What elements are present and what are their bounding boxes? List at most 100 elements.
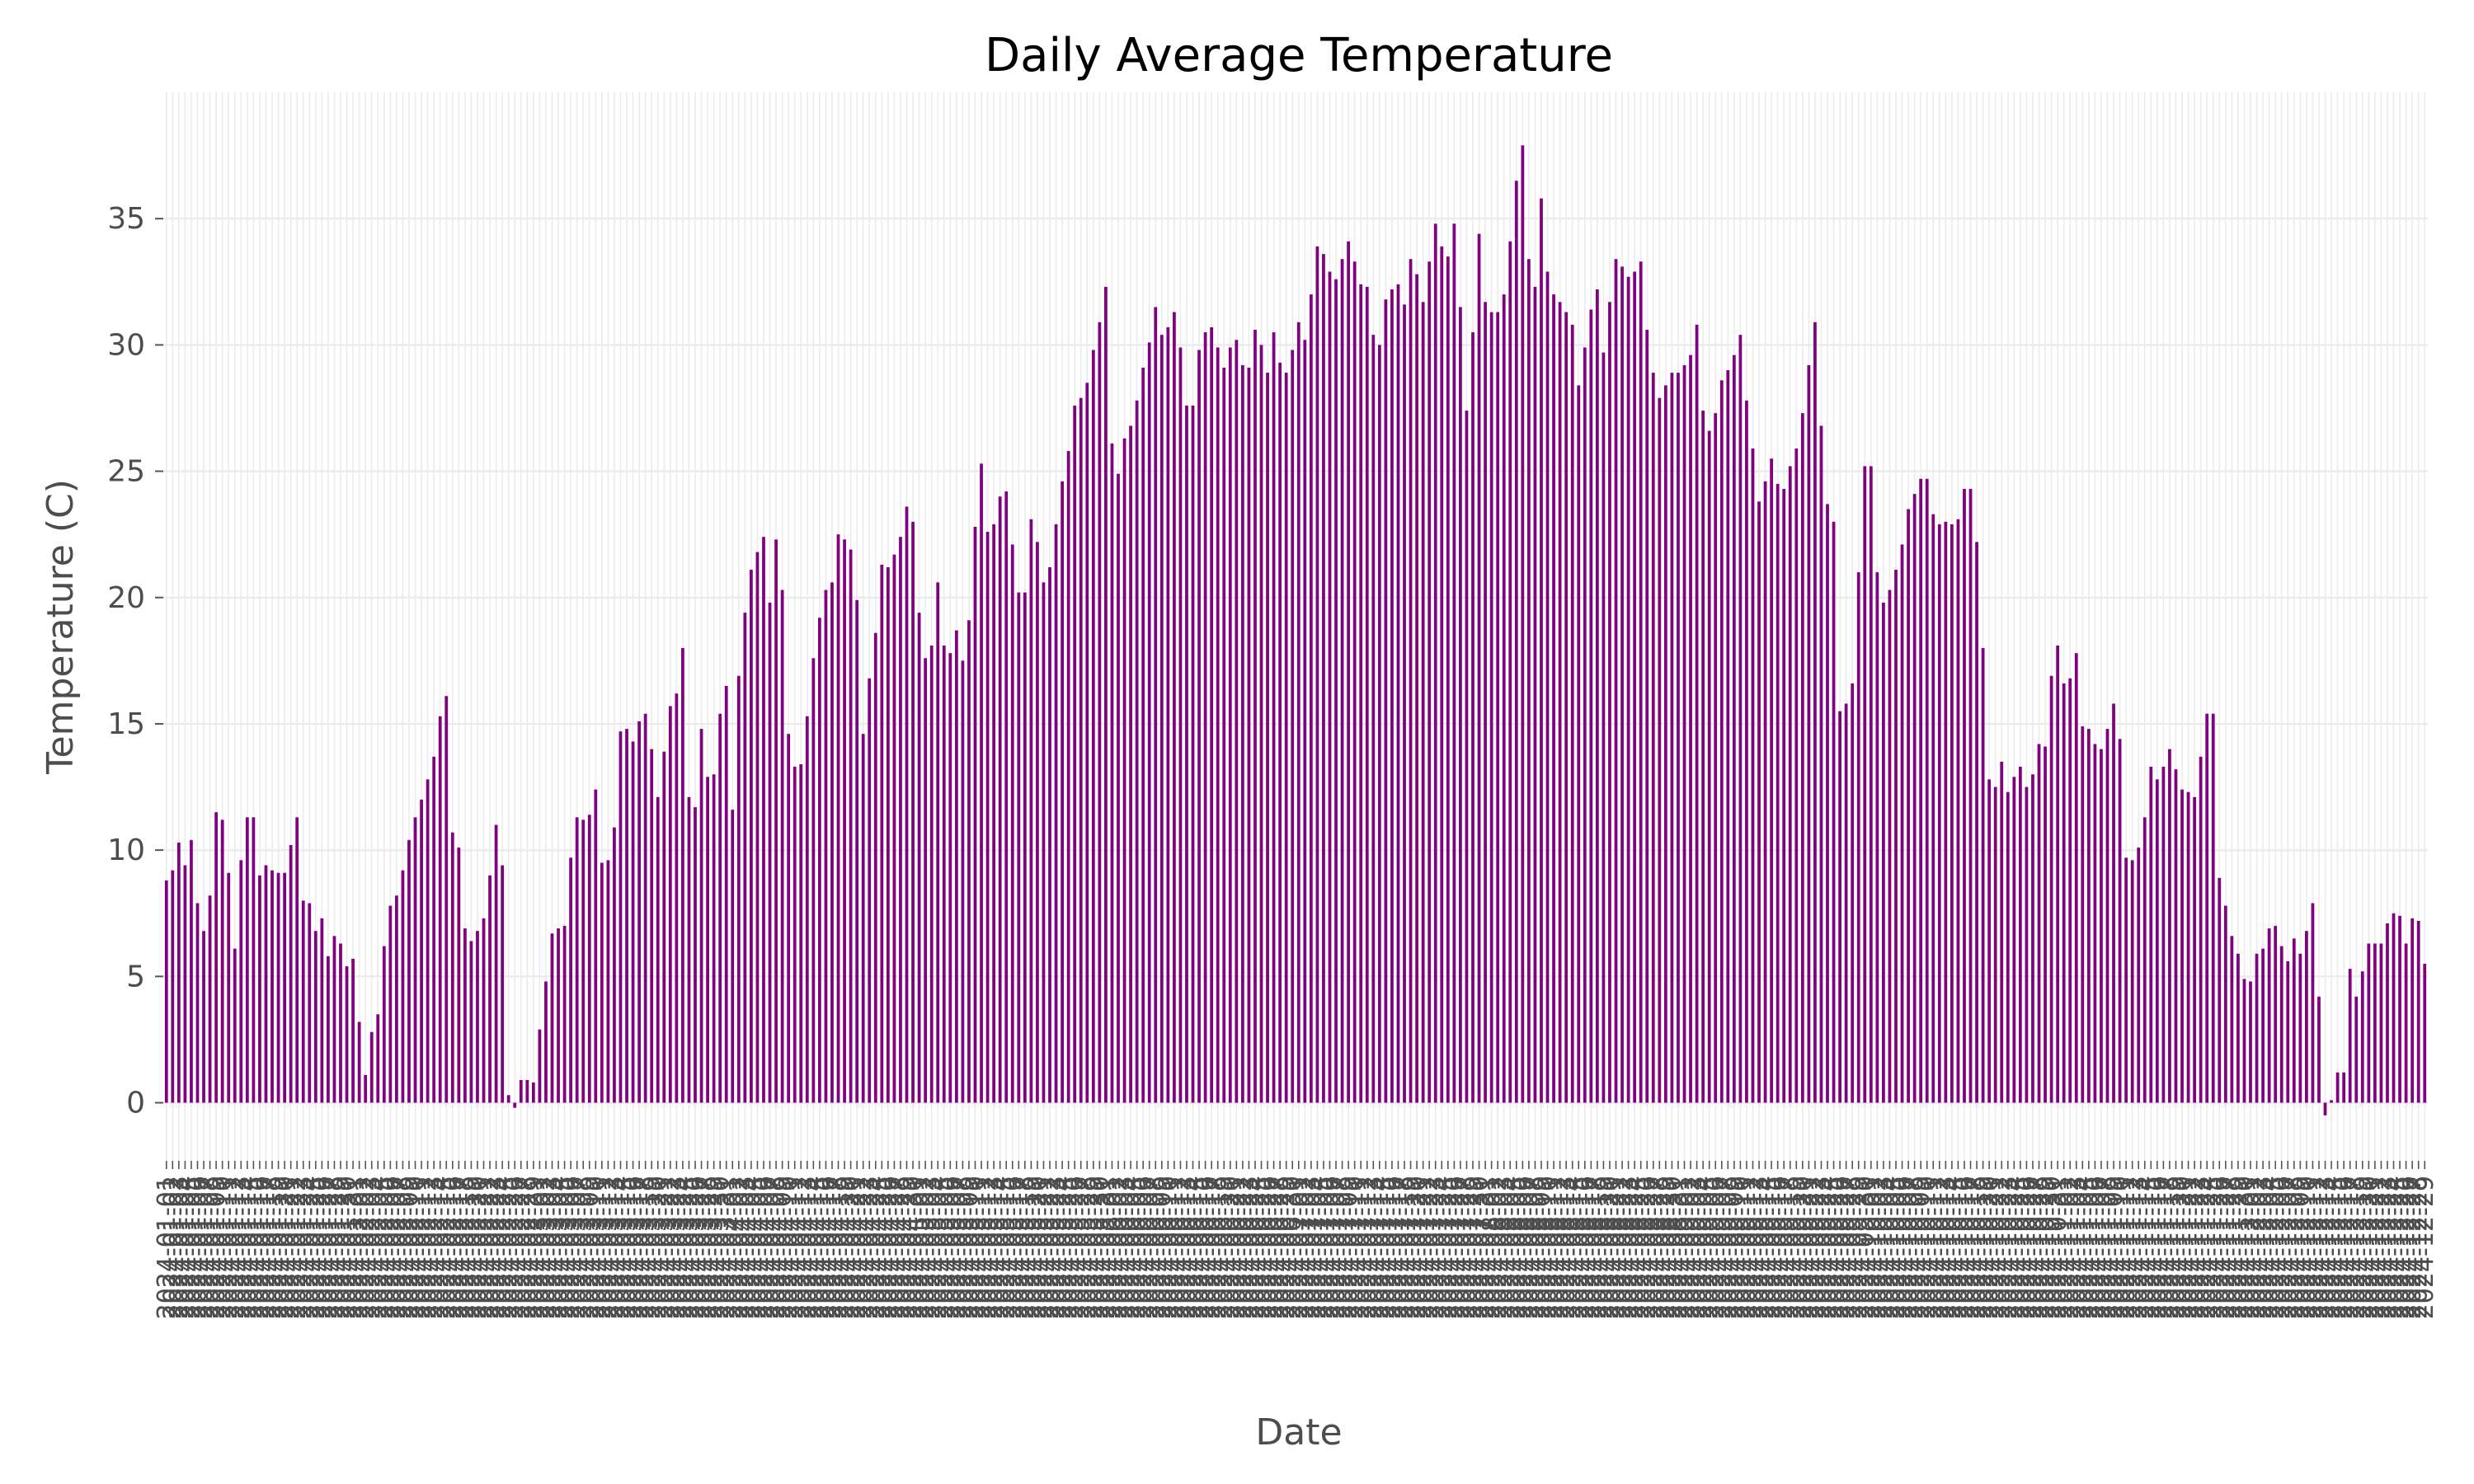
temperature-bar [755,552,760,1103]
temperature-bar [2118,739,2122,1103]
temperature-bar [1869,466,1873,1103]
temperature-bar [1583,347,1587,1103]
temperature-bar [2379,943,2383,1103]
temperature-bar [1707,430,1711,1103]
x-tick-label: 2024-05-07 [943,1176,971,1319]
temperature-bar [917,613,921,1103]
temperature-bar [513,1102,517,1108]
x-tick-label: 2024-04-05 [743,1176,772,1319]
temperature-bar [787,734,791,1103]
x-tick-label: 2024-05-25 [1055,1176,1084,1319]
x-tick-label: 2024-12-18 [2342,1176,2371,1319]
temperature-bar [743,613,747,1103]
temperature-bar [1023,592,1027,1103]
temperature-bar [1210,326,1214,1103]
temperature-bar [1589,309,1593,1103]
temperature-bar [1433,223,1437,1103]
x-tick-label: 2024-10-10 [1913,1176,1942,1319]
x-tick-label: 2024-05-17 [1004,1176,1033,1319]
temperature-bar [1863,466,1867,1103]
x-tick-label: 2024-08-16 [1571,1176,1600,1319]
x-tick-label: 2024-01-01 [153,1176,181,1319]
x-tick-label: 2024-02-22 [476,1176,505,1319]
temperature-bar [1296,322,1300,1103]
x-tick-label: 2024-02-15 [432,1176,461,1319]
x-tick-label: 2024-11-06 [2081,1176,2109,1319]
temperature-bar [2018,767,2022,1103]
x-tick-label: 2024-05-14 [986,1176,1015,1319]
temperature-bar [1489,312,1493,1103]
temperature-bar [2223,905,2227,1103]
x-tick-label: 2024-09-11 [1733,1176,1761,1319]
temperature-bar [1303,340,1307,1103]
temperature-bar [1141,367,1145,1103]
x-tick-label: 2024-03-04 [544,1176,573,1319]
temperature-bar [942,645,946,1103]
x-tick-label: 2024-04-19 [830,1176,859,1319]
x-tick-label: 2024-05-21 [1029,1176,1058,1319]
x-tick-label: 2024-03-18 [632,1176,661,1319]
x-tick-label: 2024-02-13 [420,1176,449,1319]
x-tick-label: 2024-03-05 [551,1176,580,1319]
x-tick-label: 2024-06-15 [1185,1176,1214,1319]
x-tick-label: 2024-03-27 [688,1176,717,1319]
temperature-bar [924,658,928,1103]
temperature-bar [892,554,896,1103]
temperature-bar [1384,299,1388,1103]
x-tick-label: 2024-11-27 [2212,1176,2241,1319]
x-tick-label: 2024-10-04 [1875,1176,1904,1319]
temperature-bar [656,796,660,1103]
x-tick-label: 2024-03-20 [644,1176,673,1319]
temperature-bar [830,582,834,1103]
temperature-bar [531,1082,535,1103]
temperature-bar [849,549,853,1103]
temperature-bar [1719,380,1724,1103]
x-tick-label: 2024-01-06 [183,1176,212,1319]
x-tick-label: 2024-04-23 [855,1176,884,1319]
x-tick-label: 2024-11-21 [2175,1176,2204,1319]
x-tick-label: 2024-04-12 [787,1176,816,1319]
temperature-bar [2348,969,2352,1103]
x-tick-label: 2024-09-28 [1838,1176,1867,1319]
x-tick-label: 2024-04-04 [737,1176,766,1319]
temperature-bar [1987,779,1992,1103]
x-tick-label: 2024-05-13 [980,1176,1009,1319]
temperature-bar [1950,524,1954,1103]
x-tick-label: 2024-10-05 [1882,1176,1911,1319]
temperature-bar [2044,746,2047,1103]
temperature-bar [1714,413,1718,1103]
temperature-bar [954,630,958,1103]
x-tick-label: 2024-11-11 [2112,1176,2141,1319]
x-tick-label: 2024-12-02 [2243,1176,2272,1319]
temperature-bar [2416,920,2420,1103]
temperature-bar [1222,367,1226,1103]
x-tick-label: 2024-04-28 [887,1176,915,1319]
temperature-bar [1776,483,1780,1103]
x-tick-label: 2024-10-17 [1957,1176,1986,1319]
temperature-bar [1278,362,1282,1103]
temperature-bar [171,870,175,1103]
x-tick-label: 2024-12-19 [2349,1176,2378,1319]
x-tick-label: 2024-06-09 [1148,1176,1177,1319]
temperature-bar [220,819,224,1103]
x-tick-label: 2024-08-27 [1639,1176,1668,1319]
temperature-bar [805,716,809,1103]
x-tick-label: 2024-07-07 [1322,1176,1351,1319]
x-tick-label: 2024-02-05 [370,1176,399,1319]
temperature-bar [1677,373,1680,1103]
x-tick-label: 2024-05-12 [974,1176,1003,1319]
x-tick-label: 2024-01-26 [308,1176,336,1319]
x-tick-label: 2024-06-10 [1154,1176,1183,1319]
temperature-bar [1291,350,1295,1103]
x-tick-label: 2024-06-24 [1241,1176,1270,1319]
temperature-bar [214,812,219,1103]
temperature-bar [1682,364,1686,1103]
x-tick-label: 2024-11-14 [2131,1176,2160,1319]
temperature-bar [2392,913,2396,1103]
x-tick-label: 2024-06-08 [1141,1176,1170,1319]
x-tick-label: 2024-10-01 [1857,1176,1886,1319]
x-tick-label: 2024-11-07 [2087,1176,2116,1319]
x-tick-label: 2024-05-29 [1079,1176,1108,1319]
temperature-bar [2298,953,2302,1103]
x-tick-label: 2024-04-16 [811,1176,840,1319]
